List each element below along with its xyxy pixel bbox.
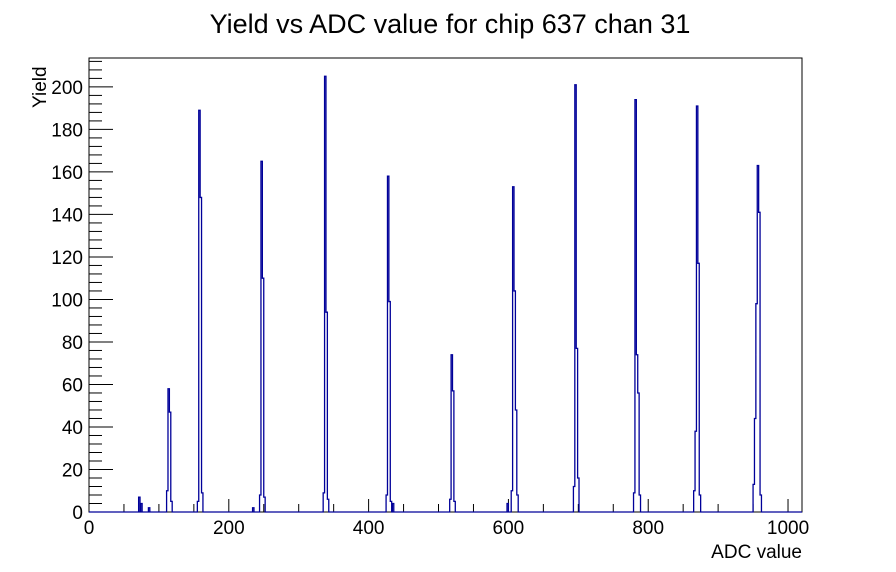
- y-tick-label: 40: [62, 418, 83, 439]
- yield-histogram-path: [89, 75, 802, 513]
- y-axis-title: Yield: [30, 66, 51, 108]
- histogram-line: [89, 75, 802, 513]
- x-tick-label: 600: [493, 518, 525, 539]
- x-tick-label: 800: [632, 518, 664, 539]
- y-tick-label: 80: [62, 333, 83, 354]
- x-tick-label: 200: [213, 518, 245, 539]
- x-tick-label: 0: [84, 518, 95, 539]
- x-axis-title: ADC value: [711, 542, 802, 563]
- y-tick-label: 140: [51, 205, 83, 226]
- y-tick-label: 200: [51, 78, 83, 99]
- y-tick-label: 100: [51, 290, 83, 311]
- tick-labels: 0 200 400 600 800 1000 0 20 40 60 80 100 120 140 160 18…: [51, 78, 809, 539]
- y-tick-label: 0: [72, 503, 83, 524]
- y-tick-label: 60: [62, 375, 83, 396]
- y-tick-label: 160: [51, 163, 83, 184]
- y-tick-label: 120: [51, 248, 83, 269]
- x-tick-label: 1000: [767, 518, 809, 539]
- x-tick-label: 400: [353, 518, 385, 539]
- axis-ticks: [88, 60, 789, 513]
- y-tick-label: 180: [51, 120, 83, 141]
- chart-title: Yield vs ADC value for chip 637 chan 31: [210, 9, 691, 39]
- y-tick-label: 20: [62, 460, 83, 481]
